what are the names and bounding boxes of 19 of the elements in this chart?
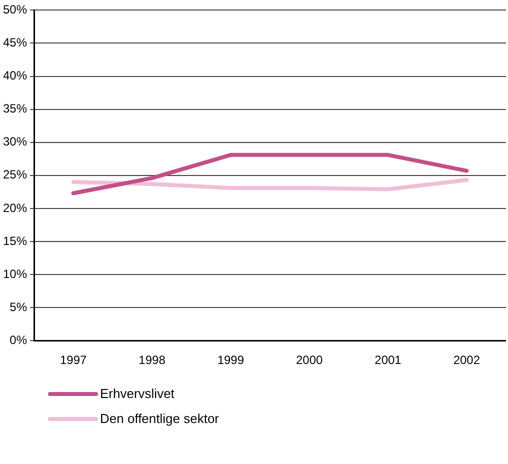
y-tick-label: 10%: [2, 266, 28, 281]
y-tick-label: 35%: [2, 102, 28, 116]
x-tick-label: 1997: [60, 353, 88, 368]
y-tick-label: 30%: [2, 134, 28, 149]
y-tick-label: 50%: [2, 2, 28, 17]
y-tick-label: 15%: [2, 234, 28, 248]
y-tick-label: 5%: [10, 300, 28, 314]
y-tick-label: 20%: [2, 200, 28, 215]
x-tick-label: 1999: [217, 353, 244, 368]
y-tick-label: 0%: [10, 332, 28, 347]
x-tick-label: 1998: [138, 353, 166, 368]
y-tick-label: 40%: [2, 68, 28, 83]
legend-label: Erhvervslivet: [100, 386, 174, 401]
x-tick-label: 2000: [296, 353, 324, 368]
x-tick-label: 2001: [374, 353, 402, 368]
y-tick-label: 45%: [2, 36, 28, 50]
legend-label: Den offentlige sektor: [100, 411, 219, 426]
y-tick-label: 25%: [2, 168, 28, 182]
x-tick-label: 2002: [453, 353, 480, 368]
